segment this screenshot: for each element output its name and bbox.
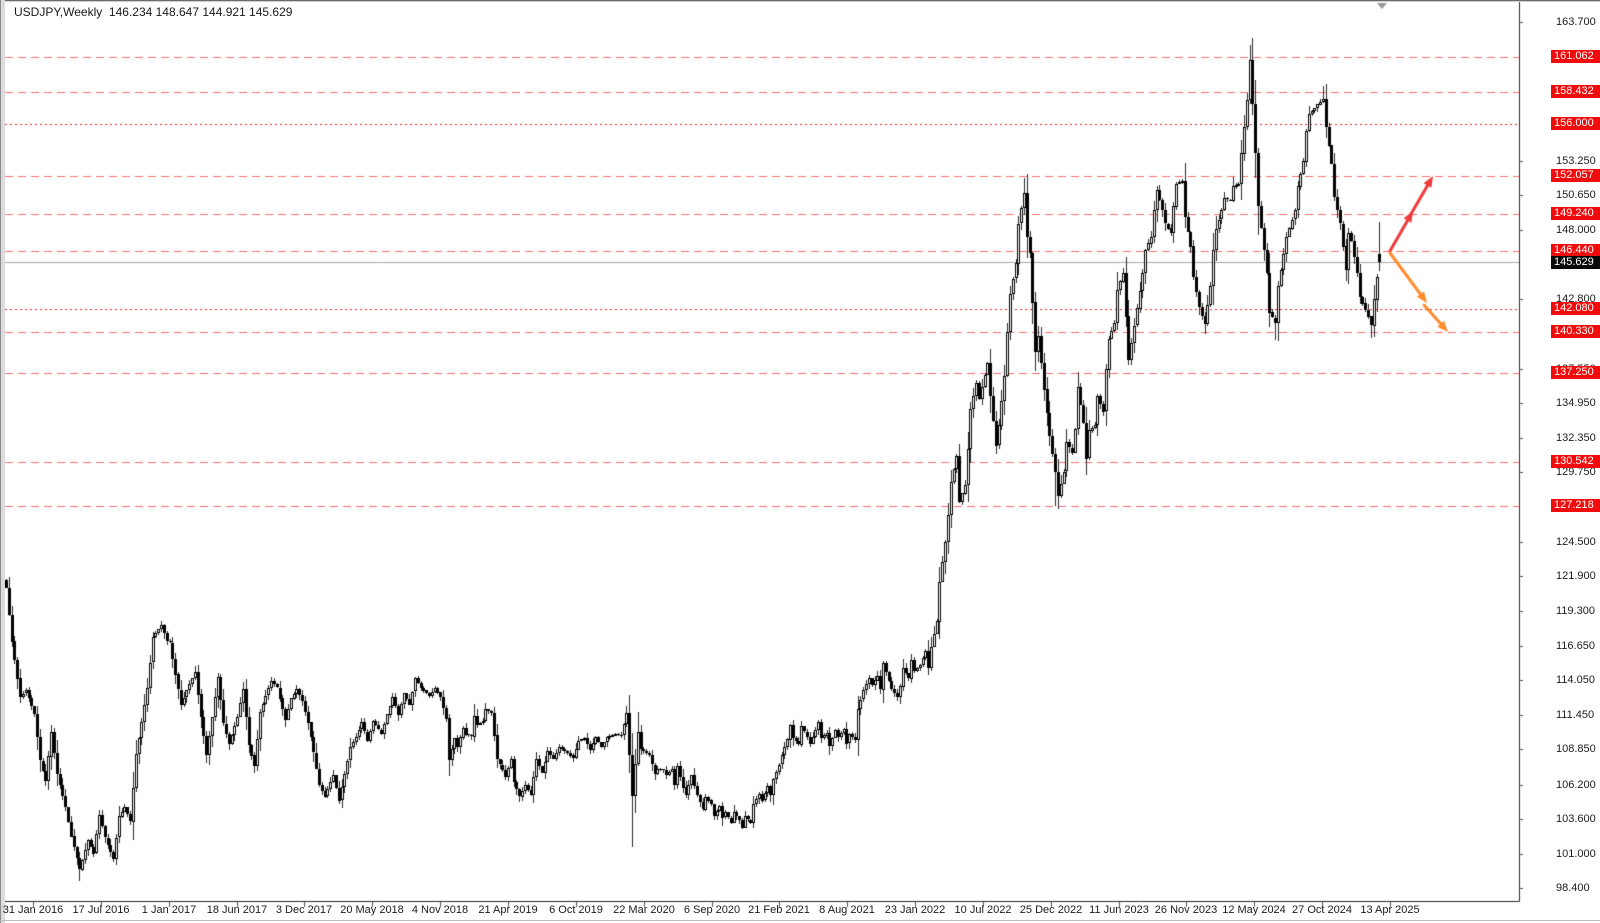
current-price-label: 145.629 — [1551, 256, 1600, 269]
price-tick-label: 101.000 — [1556, 848, 1596, 860]
date-tick-label: 25 Dec 2022 — [1019, 904, 1083, 916]
level-price-label: 156.000 — [1551, 117, 1600, 130]
level-price-label: 130.542 — [1551, 455, 1600, 468]
price-tick-label: 108.850 — [1556, 743, 1596, 755]
date-tick-label: 8 Aug 2021 — [819, 904, 875, 916]
window-top-edge — [0, 0, 1600, 1]
date-tick-label: 11 Jun 2023 — [1089, 904, 1149, 916]
date-tick-label: 21 Apr 2019 — [478, 904, 538, 916]
bottom-divider — [0, 920, 1600, 921]
level-price-label: 161.062 — [1551, 50, 1600, 63]
date-tick-label: 13 Apr 2025 — [1360, 904, 1420, 916]
level-price-label: 140.330 — [1551, 325, 1600, 338]
level-price-label: 142.080 — [1551, 302, 1600, 315]
chart-title: USDJPY,Weekly 146.234 148.647 144.921 14… — [14, 5, 293, 19]
date-tick-label: 3 Dec 2017 — [275, 904, 333, 916]
date-tick-label: 18 Jun 2017 — [206, 904, 268, 916]
date-tick-label: 27 Oct 2024 — [1292, 904, 1352, 916]
price-tick-label: 98.400 — [1556, 882, 1590, 894]
price-tick-label: 116.650 — [1556, 640, 1595, 652]
date-tick-label: 23 Jan 2022 — [884, 904, 946, 916]
level-price-label: 158.432 — [1551, 85, 1600, 98]
date-tick-label: 20 May 2018 — [340, 904, 404, 916]
date-tick-label: 22 Mar 2020 — [613, 904, 675, 916]
price-tick-label: 132.350 — [1556, 432, 1596, 444]
price-tick-label: 134.950 — [1556, 397, 1596, 409]
level-price-label: 137.250 — [1551, 366, 1600, 379]
level-price-label: 127.218 — [1551, 499, 1600, 512]
date-tick-label: 6 Sep 2020 — [683, 904, 741, 916]
level-price-label: 149.240 — [1551, 207, 1600, 220]
price-tick-label: 163.700 — [1556, 16, 1596, 28]
date-tick-label: 12 May 2024 — [1222, 904, 1286, 916]
date-tick-label: 10 Jul 2022 — [954, 904, 1012, 916]
price-tick-label: 124.500 — [1556, 536, 1596, 548]
window-left-border — [1, 0, 5, 923]
window-left-edge — [0, 0, 1, 923]
window-top-edge-highlight — [0, 1, 1600, 2]
date-tick-label: 6 Oct 2019 — [549, 904, 603, 916]
price-tick-label: 106.200 — [1556, 779, 1596, 791]
price-tick-label: 103.600 — [1556, 813, 1596, 825]
level-price-label: 146.440 — [1551, 244, 1600, 257]
level-price-label: 152.057 — [1551, 169, 1600, 182]
price-tick-label: 129.750 — [1556, 466, 1596, 478]
date-tick-label: 26 Nov 2023 — [1154, 904, 1218, 916]
date-tick-label: 4 Nov 2018 — [411, 904, 469, 916]
price-tick-label: 153.250 — [1556, 155, 1596, 167]
date-tick-label: 1 Jan 2017 — [141, 904, 197, 916]
price-tick-label: 114.050 — [1556, 674, 1595, 686]
price-tick-label: 148.000 — [1556, 224, 1596, 236]
price-tick-label: 119.300 — [1556, 605, 1595, 617]
price-tick-label: 121.900 — [1556, 570, 1596, 582]
date-tick-label: 31 Jan 2016 — [2, 904, 64, 916]
date-tick-label: 21 Feb 2021 — [748, 904, 810, 916]
date-tick-label: 17 Jul 2016 — [72, 904, 130, 916]
price-tick-label: 150.650 — [1556, 189, 1596, 201]
price-tick-label: 111.450 — [1556, 709, 1595, 721]
